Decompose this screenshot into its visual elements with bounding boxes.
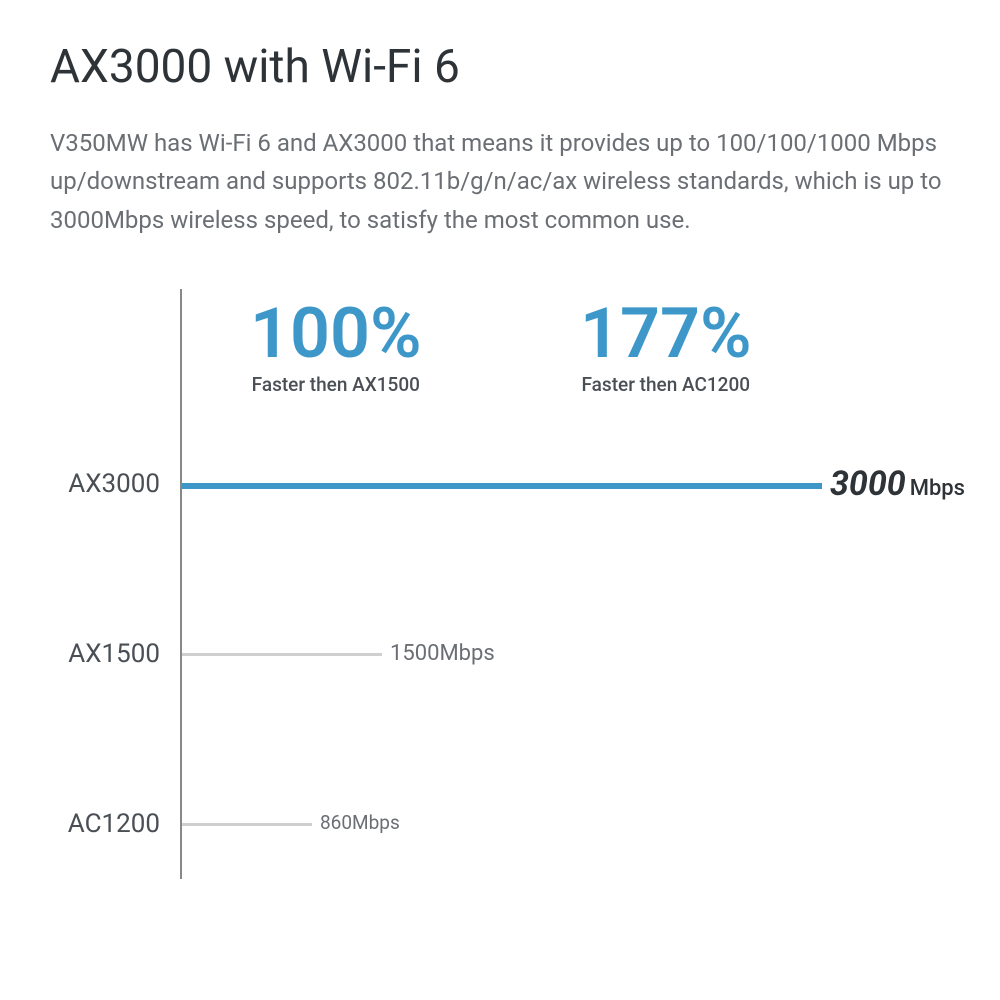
bar-ax1500 [182,653,382,656]
stat-value: 177% [580,299,752,369]
description-text: V350MW has Wi-Fi 6 and AX3000 that means… [50,124,950,239]
row-label-ac1200: AC1200 [50,809,160,839]
bar-ac1200 [182,823,312,826]
page-title: AX3000 with Wi-Fi 6 [50,40,950,94]
bar-value-ac1200: 860Mbps [320,811,400,834]
stat-block-0: 100% Faster then AX1500 [250,299,422,396]
speed-comparison-chart: 100% Faster then AX1500 177% Faster then AC… [50,289,950,889]
row-label-ax1500: AX1500 [50,639,160,669]
bar-ax3000 [182,483,822,489]
stat-caption: Faster then AC1200 [580,373,752,396]
stat-caption: Faster then AX1500 [250,373,422,396]
bar-value-ax1500: 1500Mbps [390,641,495,666]
row-label-ax3000: AX3000 [50,469,160,499]
bar-value-ax3000: 3000Mbps [830,464,965,504]
y-axis [180,289,182,879]
stat-block-1: 177% Faster then AC1200 [580,299,752,396]
stat-value: 100% [250,299,422,369]
